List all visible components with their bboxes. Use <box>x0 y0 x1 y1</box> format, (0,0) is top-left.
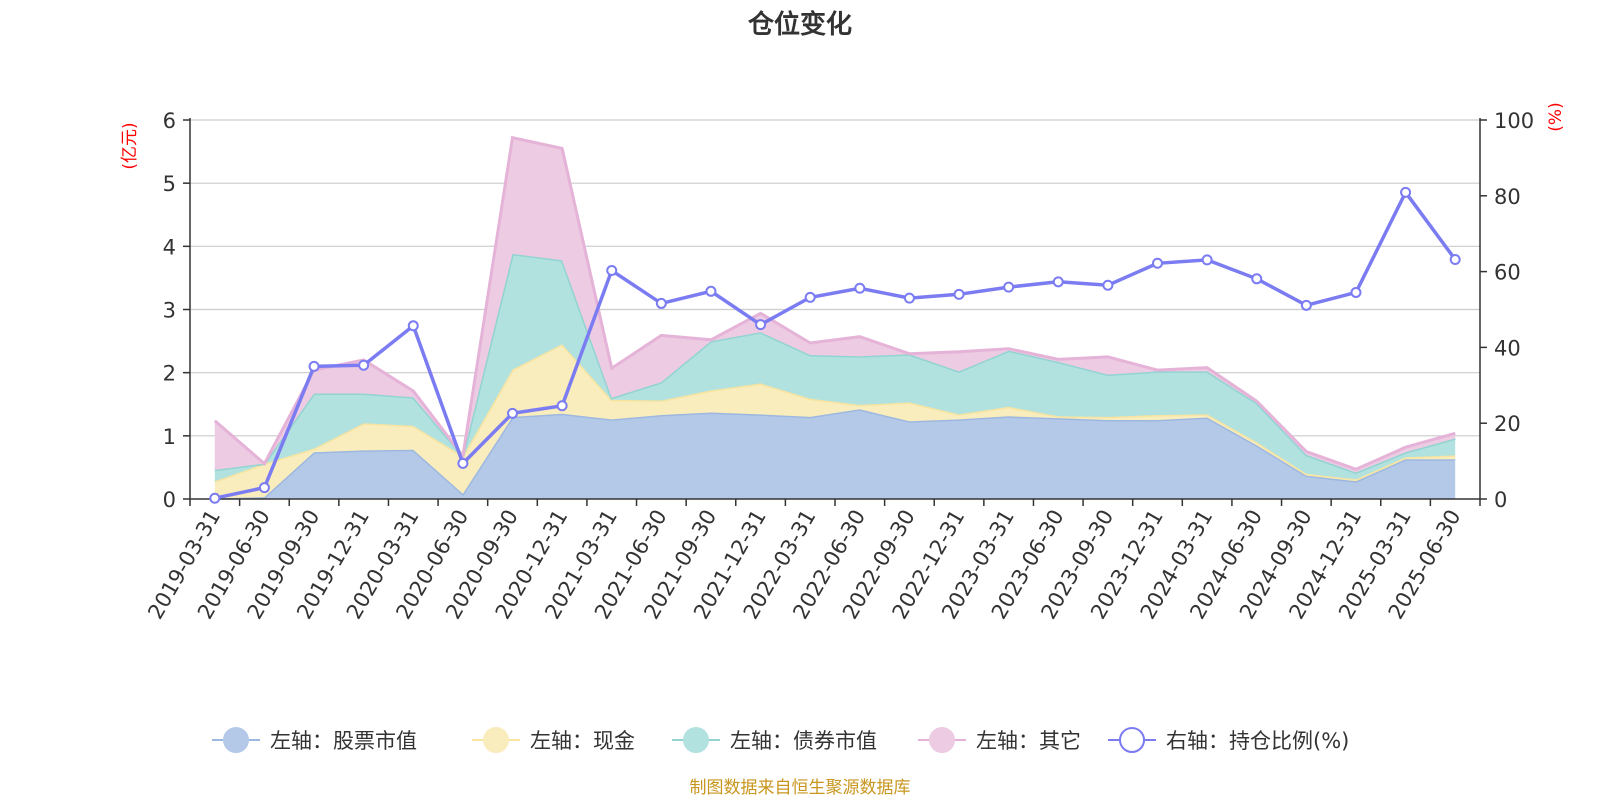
ratio-point <box>258 482 270 494</box>
ratio-point <box>854 282 866 294</box>
ratio-point <box>1251 273 1263 285</box>
source-note: 制图数据来自恒生聚源数据库 <box>690 778 911 798</box>
stacked-areas <box>213 135 1456 500</box>
ratio-point <box>1300 299 1312 311</box>
ratio-point <box>457 457 469 469</box>
area-series-1 <box>214 344 1456 499</box>
area-series-3 <box>214 137 1456 473</box>
ratio-point <box>1003 281 1015 293</box>
ratio-point <box>903 292 915 304</box>
area-series-2 <box>214 253 1456 482</box>
legend-item: 左轴：股票市值 <box>212 727 417 753</box>
legend-label: 右轴：持仓比例(%) <box>1166 729 1349 753</box>
ratio-point <box>507 407 518 419</box>
ratio-point <box>407 320 419 332</box>
legend-item: 右轴：持仓比例(%) <box>1108 727 1349 753</box>
ratio-point <box>705 285 717 297</box>
ratio-point <box>1449 253 1461 265</box>
right-tick-label: 20 <box>1494 412 1521 436</box>
legend-item: 左轴：其它 <box>918 727 1081 753</box>
ratio-point <box>556 400 568 412</box>
ratio-line-path <box>214 189 1457 500</box>
legend: 左轴：股票市值 左轴：现金 左轴：债券市值 左轴：其它 右轴：持仓比例(%) <box>212 727 1349 753</box>
right-tick-label: 40 <box>1494 336 1521 360</box>
area-edge-3 <box>213 135 1456 471</box>
ratio-point <box>953 288 965 300</box>
left-tick-label: 5 <box>163 172 176 196</box>
right-tick-label: 80 <box>1494 185 1521 209</box>
ratio-point <box>1400 186 1412 198</box>
position-ratio-line <box>209 186 1461 504</box>
ratio-point <box>1052 276 1064 288</box>
ratio-point <box>1152 257 1163 269</box>
ratio-point <box>655 297 667 309</box>
ratio-point <box>358 359 370 371</box>
legend-marker <box>1119 727 1145 753</box>
ratio-point <box>755 319 767 331</box>
legend-marker <box>223 727 249 753</box>
left-tick-label: 3 <box>163 299 176 323</box>
right-tick-label: 60 <box>1494 261 1521 285</box>
legend-item: 左轴：债券市值 <box>672 727 877 753</box>
legend-marker <box>683 727 709 753</box>
ratio-point <box>1350 286 1362 298</box>
legend-label: 左轴：股票市值 <box>270 729 417 753</box>
area-series-0 <box>214 409 1456 499</box>
legend-label: 左轴：其它 <box>976 729 1081 753</box>
left-tick-label: 2 <box>163 362 176 386</box>
ratio-point <box>1102 279 1114 291</box>
ratio-point <box>1201 254 1213 266</box>
legend-label: 左轴：债券市值 <box>730 729 877 753</box>
legend-marker <box>929 727 955 753</box>
right-axis-unit: (%) <box>1546 102 1566 131</box>
ratio-point <box>606 264 618 276</box>
left-tick-label: 1 <box>163 425 176 449</box>
ratio-point <box>308 360 320 372</box>
ratio-point <box>804 291 816 303</box>
legend-label: 左轴：现金 <box>530 729 635 753</box>
ratio-point <box>209 492 221 504</box>
chart-title: 仓位变化 <box>747 9 852 40</box>
left-axis-unit: (亿元) <box>120 122 140 169</box>
right-tick-label: 100 <box>1494 109 1534 133</box>
left-tick-label: 0 <box>163 488 176 512</box>
right-tick-label: 0 <box>1494 488 1507 512</box>
left-tick-label: 6 <box>163 109 176 133</box>
legend-marker <box>483 727 509 753</box>
legend-item: 左轴：现金 <box>472 727 635 753</box>
left-tick-label: 4 <box>163 235 176 259</box>
